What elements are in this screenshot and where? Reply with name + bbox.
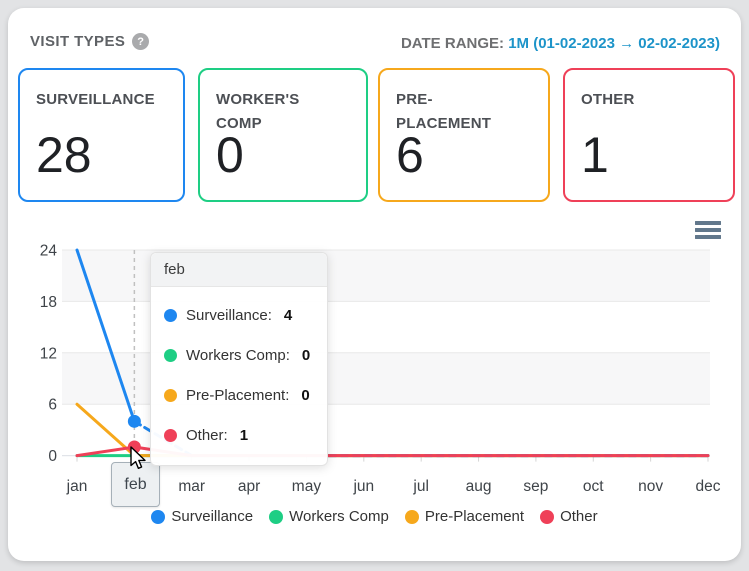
legend-label: Workers Comp [289,508,389,525]
stat-card-value: 0 [216,127,244,183]
tooltip-body: Surveillance: 4 Workers Comp: 0 Pre-Plac… [151,287,327,465]
x-axis-label: jul [412,478,429,495]
stat-card-workers-comp[interactable]: WORKER'S COMP 0 [198,68,368,202]
y-axis-label: 24 [40,243,58,260]
legend-item-other[interactable]: Other [540,508,598,525]
x-axis-label: dec [696,478,721,495]
x-axis-hover-label: feb [111,462,160,507]
date-range-value[interactable]: 1M (01-02-2023 → 02-02-2023) [508,35,720,52]
series-dot-icon [164,388,177,402]
panel-title-text: VISIT TYPES [30,33,126,50]
y-axis-label: 0 [48,448,57,465]
mouse-cursor-icon [130,446,146,469]
stat-card-value: 6 [396,127,424,183]
series-dot-icon [164,308,177,322]
stat-card-label: PRE-PLACEMENT [396,91,492,132]
tooltip-title: feb [151,253,327,287]
legend-dot-icon [540,509,555,524]
date-range-label: DATE RANGE: [400,35,505,52]
tooltip-row-label: Other: [186,426,228,444]
tooltip-row-value: 4 [283,306,293,324]
legend-label: Pre-Placement [424,508,525,525]
x-axis-label: jan [66,478,88,495]
legend-dot-icon [404,509,419,524]
series-dot-icon [164,428,177,442]
legend-item-workers-comp[interactable]: Workers Comp [269,508,389,525]
x-axis-label: apr [238,478,260,495]
legend-item-pre-placement[interactable]: Pre-Placement [404,508,525,525]
chart-tooltip: feb Surveillance: 4 Workers Comp: 0 Pre-… [150,252,328,466]
legend-item-surveillance[interactable]: Surveillance [151,508,253,525]
panel-title: VISIT TYPES ? [30,33,150,50]
stat-card-surveillance[interactable]: SURVEILLANCE 28 [18,68,185,202]
legend-dot-icon [269,509,284,524]
x-axis-label: oct [583,478,604,495]
visit-types-panel: VISIT TYPES ? DATE RANGE: 1M (01-02-2023… [8,8,741,561]
tooltip-row: Workers Comp: 0 [164,335,314,375]
legend-label: Surveillance [171,508,254,525]
chart-legend: Surveillance Workers Comp Pre-Placement Oth… [8,508,741,525]
chart-menu-icon[interactable] [695,221,721,239]
tooltip-row: Pre-Placement: 0 [164,375,314,415]
date-range: DATE RANGE: 1M (01-02-2023 → 02-02-2023) [401,35,720,52]
y-axis-label: 6 [48,397,57,414]
stat-card-pre-placement[interactable]: PRE-PLACEMENT 6 [378,68,550,202]
tooltip-row-label: Pre-Placement: [186,386,290,404]
x-axis-label: may [292,478,322,495]
tooltip-row-value: 0 [301,386,310,404]
series-line-surveillance[interactable] [75,248,136,423]
stat-card-label: SURVEILLANCE [36,91,155,108]
tooltip-row-label: Surveillance: [186,306,272,324]
stat-card-label: WORKER'S COMP [216,91,300,132]
stat-card-label: OTHER [581,91,635,108]
y-axis-label: 12 [40,345,57,362]
tooltip-row-label: Workers Comp: [186,346,290,364]
tooltip-row: Surveillance: 4 [164,295,314,335]
x-axis-label: mar [178,478,205,495]
x-axis-label: aug [466,478,492,495]
stat-card-value: 28 [36,127,92,183]
help-icon[interactable]: ? [132,33,150,50]
series-dot-icon [164,348,177,362]
x-axis-label: sep [523,478,548,495]
legend-label: Other [560,508,598,525]
stat-card-other[interactable]: OTHER 1 [563,68,735,202]
stat-card-value: 1 [581,127,609,183]
legend-dot-icon [151,509,166,524]
data-point-surveillance[interactable] [127,414,141,428]
tooltip-row-value: 1 [239,426,249,444]
tooltip-row: Other: 1 [164,415,314,455]
tooltip-row-value: 0 [301,346,311,364]
x-axis-label: jun [352,478,374,495]
y-axis-label: 18 [40,294,57,311]
x-axis-label: nov [638,478,663,495]
